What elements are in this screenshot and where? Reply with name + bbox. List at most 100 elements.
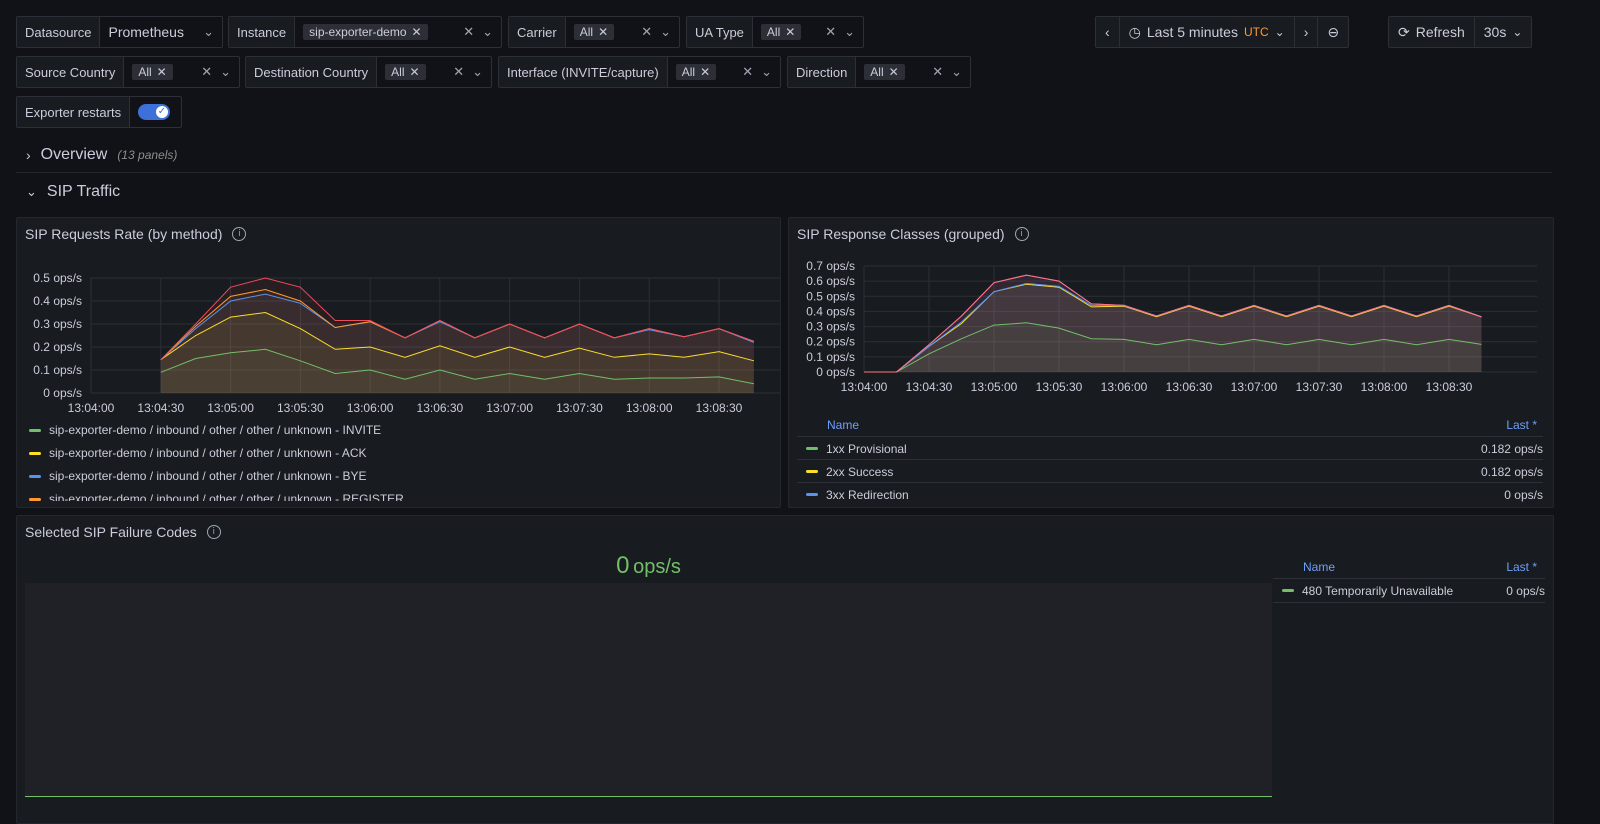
panel-title: Selected SIP Failure Codes i (25, 524, 221, 540)
instance-select[interactable]: sip-exporter-demo ✕ ✕ ⌄ (295, 17, 501, 47)
row-sip-traffic[interactable]: ⌄ SIP Traffic (26, 183, 120, 201)
legend-row[interactable]: 2xx Success 0.182 ops/s (797, 459, 1543, 483)
chevron-down-icon[interactable]: ⌄ (761, 64, 772, 79)
info-icon[interactable]: i (206, 525, 221, 539)
y-tick-label: 0.1 ops/s (33, 363, 82, 377)
datasource-variable[interactable]: Datasource Prometheus ⌄ (16, 16, 223, 48)
chevron-down-icon[interactable]: ⌄ (220, 64, 231, 79)
source-country-variable[interactable]: Source Country All ✕ ✕ ⌄ (16, 56, 240, 88)
series-line (864, 283, 1482, 373)
row-overview[interactable]: › Overview (13 panels) (26, 146, 177, 164)
carrier-variable[interactable]: Carrier All ✕ ✕ ⌄ (508, 16, 680, 48)
series-fill (864, 284, 1482, 372)
x-tick-label: 13:04:00 (68, 401, 115, 415)
legend-item[interactable]: sip-exporter-demo / inbound / other / ot… (29, 446, 367, 460)
time-range-picker[interactable]: ◷ Last 5 minutes UTC ⌄ (1120, 17, 1295, 47)
refresh-icon: ⟳ (1398, 23, 1410, 40)
chevron-down-icon[interactable]: ⌄ (472, 64, 483, 79)
instance-label: Instance (229, 17, 296, 47)
remove-chip-icon[interactable]: ✕ (785, 25, 796, 39)
carrier-select[interactable]: All ✕ ✕ ⌄ (566, 17, 679, 47)
refresh-interval-picker[interactable]: 30s ⌄ (1475, 17, 1532, 47)
clear-icon[interactable]: ✕ (742, 64, 754, 79)
legend-label: sip-exporter-demo / inbound / other / ot… (49, 446, 367, 460)
direction-variable[interactable]: Direction All ✕ ✕ ⌄ (787, 56, 971, 88)
legend-label: 2xx Success (826, 464, 894, 479)
direction-select[interactable]: All ✕ ✕ ⌄ (856, 57, 970, 87)
y-tick-label: 0.2 ops/s (806, 335, 855, 349)
series-fill (864, 322, 1482, 372)
legend-header-last[interactable]: Last * (1506, 418, 1537, 432)
clear-icon[interactable]: ✕ (825, 24, 837, 39)
legend-item[interactable]: sip-exporter-demo / inbound / other / ot… (29, 423, 381, 437)
chevron-down-icon[interactable]: ⌄ (482, 24, 493, 39)
ua-type-chip-label: All (766, 25, 781, 39)
chevron-down-icon[interactable]: ⌄ (844, 24, 855, 39)
time-back-button[interactable]: ‹ (1096, 17, 1120, 47)
clear-icon[interactable]: ✕ (453, 64, 465, 79)
datasource-value: Prometheus (108, 24, 184, 40)
instance-variable[interactable]: Instance sip-exporter-demo ✕ ✕ ⌄ (228, 16, 502, 48)
clear-icon[interactable]: ✕ (463, 24, 475, 39)
clear-icon[interactable]: ✕ (932, 64, 944, 79)
chevron-down-icon[interactable]: ⌄ (660, 24, 671, 39)
legend-value: 0 ops/s (1504, 487, 1543, 502)
x-tick-label: 13:05:30 (1036, 380, 1083, 394)
destination-country-select[interactable]: All ✕ ✕ ⌄ (377, 57, 491, 87)
chevron-right-icon: › (1303, 24, 1309, 40)
x-tick-label: 13:04:30 (137, 401, 184, 415)
x-tick-label: 13:06:00 (347, 401, 394, 415)
timezone-label: UTC (1243, 25, 1269, 39)
legend-swatch (806, 447, 818, 450)
clear-icon[interactable]: ✕ (201, 64, 213, 79)
info-icon[interactable]: i (1014, 227, 1029, 241)
panel-title-text: SIP Response Classes (grouped) (797, 226, 1005, 242)
source-country-chip: All ✕ (132, 64, 173, 80)
series-line (160, 311, 755, 362)
chevron-down-icon[interactable]: ⌄ (951, 64, 962, 79)
legend-header-name[interactable]: Name (1303, 560, 1336, 574)
remove-chip-icon[interactable]: ✕ (598, 25, 609, 39)
legend-row[interactable]: 3xx Redirection 0 ops/s (797, 482, 1543, 506)
zoom-out-button[interactable]: ⊖ (1318, 17, 1348, 47)
chart-sip-response-classes: 0 ops/s0.1 ops/s0.2 ops/s0.3 ops/s 0.4 op… (806, 259, 1537, 394)
time-forward-button[interactable]: › (1295, 17, 1319, 47)
ua-type-variable[interactable]: UA Type All ✕ ✕ ⌄ (686, 16, 864, 48)
exporter-restarts-toggle[interactable]: ✓ (138, 104, 171, 120)
remove-chip-icon[interactable]: ✕ (411, 25, 422, 39)
series-fill (160, 349, 754, 393)
destination-country-label: Destination Country (246, 57, 378, 87)
legend-label: sip-exporter-demo / inbound / other / ot… (49, 423, 382, 437)
info-icon[interactable]: i (232, 227, 247, 241)
x-tick-label: 13:04:30 (906, 380, 953, 394)
series-line (864, 322, 1482, 373)
row-overview-panel-count: (13 panels) (117, 148, 178, 162)
legend-value: 0.182 ops/s (1480, 441, 1543, 456)
interface-variable[interactable]: Interface (INVITE/capture) All ✕ ✕ ⌄ (498, 56, 781, 88)
clear-icon[interactable]: ✕ (641, 24, 653, 39)
legend-header-name[interactable]: Name (827, 418, 860, 432)
y-tick-label: 0 ops/s (43, 386, 82, 400)
interface-select[interactable]: All ✕ ✕ ⌄ (668, 57, 780, 87)
remove-chip-icon[interactable]: ✕ (700, 65, 711, 79)
datasource-select[interactable]: Prometheus ⌄ (100, 17, 222, 47)
remove-chip-icon[interactable]: ✕ (156, 65, 167, 79)
refresh-button[interactable]: ⟳ Refresh (1389, 17, 1475, 47)
interface-label: Interface (INVITE/capture) (499, 57, 668, 87)
panel-sip-response-classes: SIP Response Classes (grouped) i 0 ops/s… (788, 217, 1554, 508)
remove-chip-icon[interactable]: ✕ (888, 65, 899, 79)
refresh-label: Refresh (1415, 24, 1465, 40)
legend-row[interactable]: 480 Temporarily Unavailable 0 ops/s (1273, 578, 1545, 603)
source-country-select[interactable]: All ✕ ✕ ⌄ (124, 57, 239, 87)
series-line (160, 293, 755, 361)
legend-item[interactable]: sip-exporter-demo / inbound / other / ot… (29, 469, 367, 483)
y-tick-label: 0.7 ops/s (806, 259, 855, 273)
legend-item[interactable]: sip-exporter-demo / inbound / other / ot… (29, 492, 404, 501)
ua-type-select[interactable]: All ✕ ✕ ⌄ (753, 17, 863, 47)
legend-row[interactable]: 1xx Provisional 0.182 ops/s (797, 436, 1543, 460)
clock-icon: ◷ (1128, 23, 1141, 40)
remove-chip-icon[interactable]: ✕ (409, 65, 420, 79)
chevron-down-icon[interactable]: ⌄ (203, 24, 214, 39)
legend-header-last[interactable]: Last * (1506, 560, 1537, 574)
destination-country-variable[interactable]: Destination Country All ✕ ✕ ⌄ (245, 56, 492, 88)
